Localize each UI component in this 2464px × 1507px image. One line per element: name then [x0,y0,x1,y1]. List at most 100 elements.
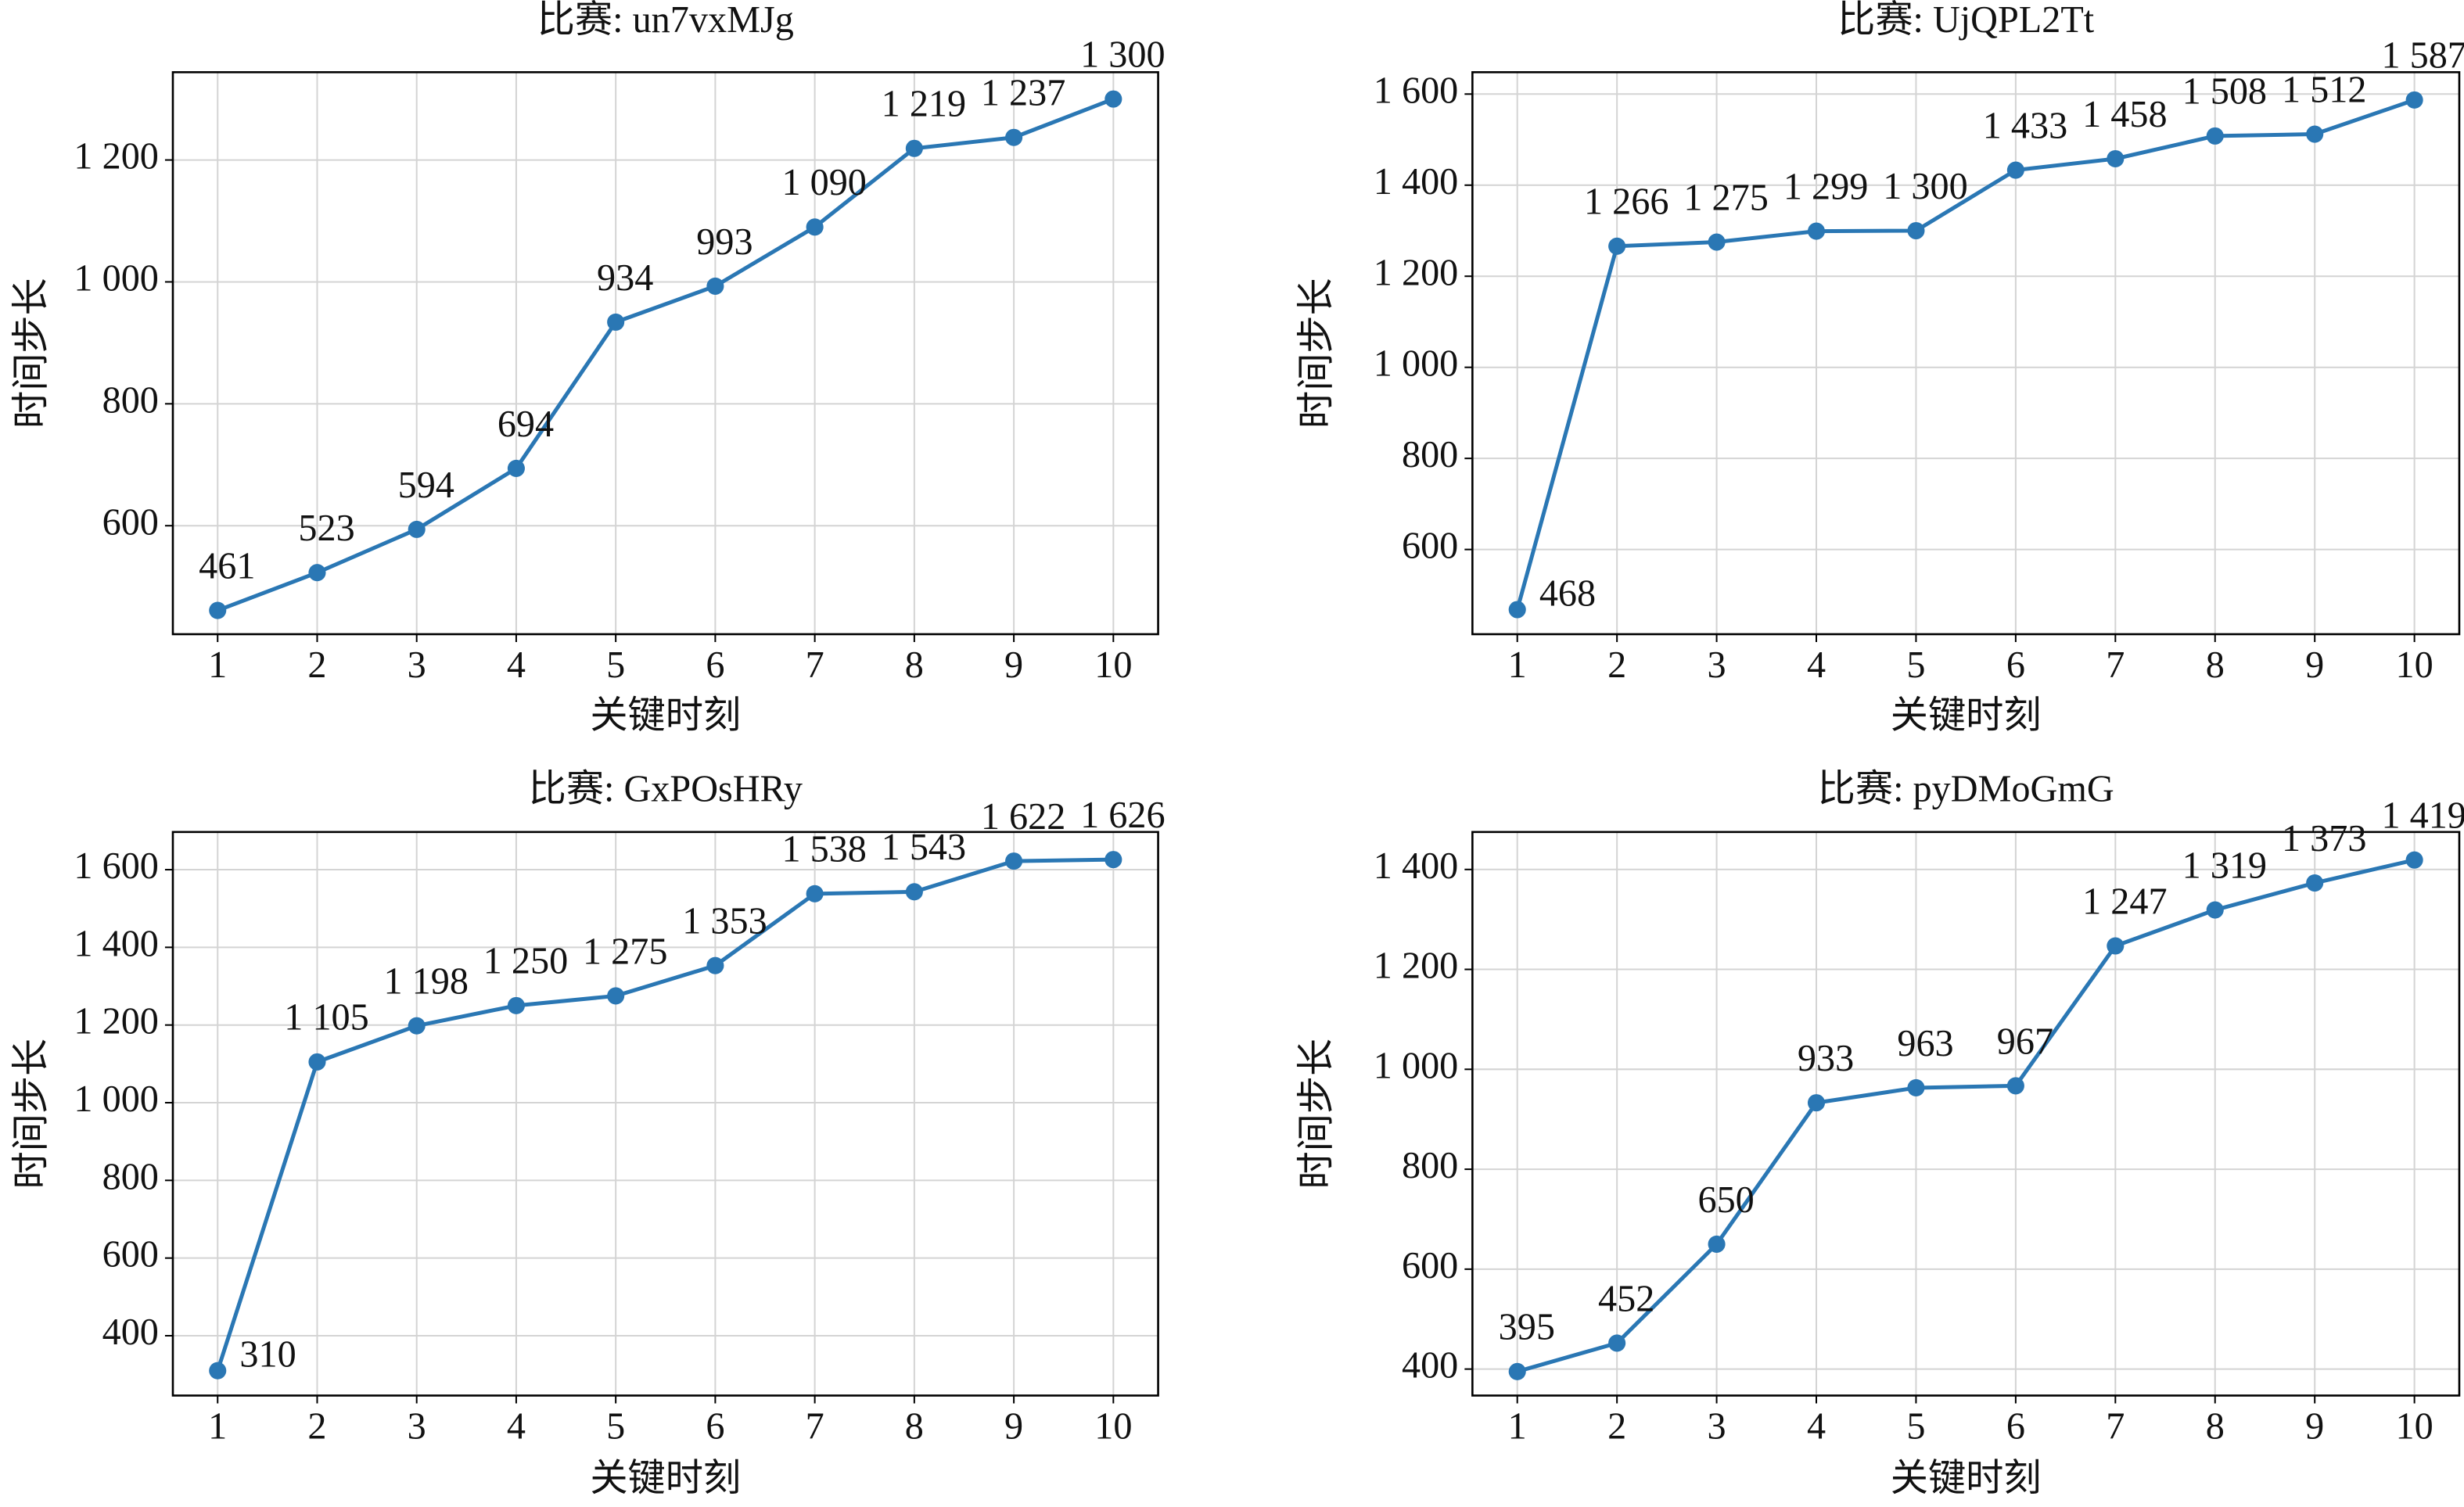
data-label: 1 622 [981,796,1065,838]
subplot-title: 比赛: UjQPL2Tt [1837,0,2095,41]
data-label: 1 198 [384,961,469,1003]
data-point [408,520,426,538]
x-tick-label: 8 [905,644,924,686]
y-tick-label: 400 [102,1311,159,1353]
y-tick-label: 1 600 [74,845,158,887]
data-point [1104,90,1122,108]
data-point [209,601,227,619]
data-label: 1 353 [682,901,767,942]
data-label: 1 090 [781,162,866,203]
data-point [1708,233,1726,251]
y-tick-label: 800 [1402,1145,1458,1186]
data-label: 694 [497,404,554,445]
data-point [1608,237,1626,255]
data-label: 1 538 [781,829,866,870]
data-point [806,218,824,236]
x-tick-label: 2 [307,644,326,686]
x-tick-label: 6 [706,644,724,686]
data-point [1807,222,1826,240]
data-label: 1 587 [2381,35,2464,77]
x-tick-label: 4 [507,644,526,686]
y-tick-label: 800 [102,1156,159,1197]
y-tick-label: 1 000 [74,258,158,300]
x-tick-label: 10 [1094,644,1132,686]
subplot-title: 比赛: un7vxMJg [537,0,794,41]
x-axis-label: 关键时刻 [590,694,741,736]
data-label: 1 373 [2282,818,2366,859]
data-label: 1 250 [483,941,568,982]
data-point [1807,1094,1826,1112]
data-point [706,277,724,295]
data-line [1517,858,2416,1374]
x-tick-label: 6 [2006,1406,2025,1448]
x-tick-label: 10 [2396,1406,2433,1448]
x-tick-label: 2 [307,1406,326,1448]
x-tick-label: 4 [1807,644,1826,686]
x-tick-label: 9 [2305,1406,2324,1448]
data-label: 934 [597,257,653,299]
data-point [1708,1235,1726,1253]
y-tick-label: 600 [1402,1245,1458,1286]
y-tick-label: 600 [102,1234,159,1276]
data-label: 1 512 [2282,69,2366,110]
data-point [1608,1334,1626,1352]
data-point [2006,1077,2024,1095]
x-tick-label: 5 [606,644,625,686]
data-point [2405,91,2423,109]
y-tick-label: 1 000 [1374,1045,1458,1086]
data-label: 1 105 [284,997,368,1039]
data-point [2107,937,2125,955]
x-tick-label: 7 [2106,644,2125,686]
y-tick-label: 800 [102,379,159,421]
data-label: 461 [199,545,255,587]
x-tick-label: 5 [606,1406,625,1448]
x-tick-label: 4 [507,1406,526,1448]
data-line [215,857,1114,1372]
data-label: 1 275 [583,931,667,972]
data-label: 1 433 [1983,105,2067,146]
x-tick-label: 3 [408,1406,426,1448]
y-tick-label: 1 000 [74,1078,158,1120]
y-tick-label: 1 400 [1374,845,1458,887]
x-tick-label: 9 [1004,1406,1023,1448]
y-axis-label: 时间步长 [10,278,52,429]
y-axis-label: 时间步长 [1296,278,1338,429]
x-tick-label: 7 [806,644,824,686]
data-label: 1 419 [2381,795,2464,837]
data-point [1907,1078,1925,1096]
data-label: 650 [1697,1179,1754,1221]
data-point [308,1053,326,1071]
data-label: 967 [1997,1021,2053,1062]
x-tick-label: 8 [905,1406,924,1448]
y-tick-label: 800 [1402,434,1458,475]
y-tick-label: 1 200 [74,136,158,178]
y-axis-label: 时间步长 [1296,1039,1338,1189]
x-tick-label: 1 [1508,1406,1527,1448]
y-tick-label: 1 200 [1374,252,1458,293]
x-tick-label: 10 [1094,1406,1132,1448]
data-label: 1 219 [882,84,966,125]
data-label: 452 [1598,1278,1654,1319]
data-point [507,996,525,1014]
data-line [217,97,1115,612]
data-point [408,1017,426,1035]
y-axis-label: 时间步长 [10,1039,52,1189]
data-label: 310 [239,1334,296,1376]
data-point [2405,851,2423,869]
y-tick-label: 1 200 [74,1001,158,1042]
data-label: 933 [1798,1038,1854,1079]
x-tick-label: 2 [1607,644,1626,686]
subplot-title: 比赛: GxPOsHRy [529,769,803,810]
data-point [2206,901,2224,919]
x-tick-label: 1 [208,1406,227,1448]
y-tick-label: 1 400 [1374,161,1458,203]
data-point [1005,852,1023,870]
data-line [1515,98,2416,611]
x-axis-label: 关键时刻 [1891,1458,2042,1499]
data-label: 1 626 [1080,795,1165,836]
data-label: 1 247 [2082,881,2167,922]
data-label: 1 299 [1783,166,1868,207]
y-tick-label: 600 [102,501,159,543]
plot-frame [1471,831,2461,1397]
